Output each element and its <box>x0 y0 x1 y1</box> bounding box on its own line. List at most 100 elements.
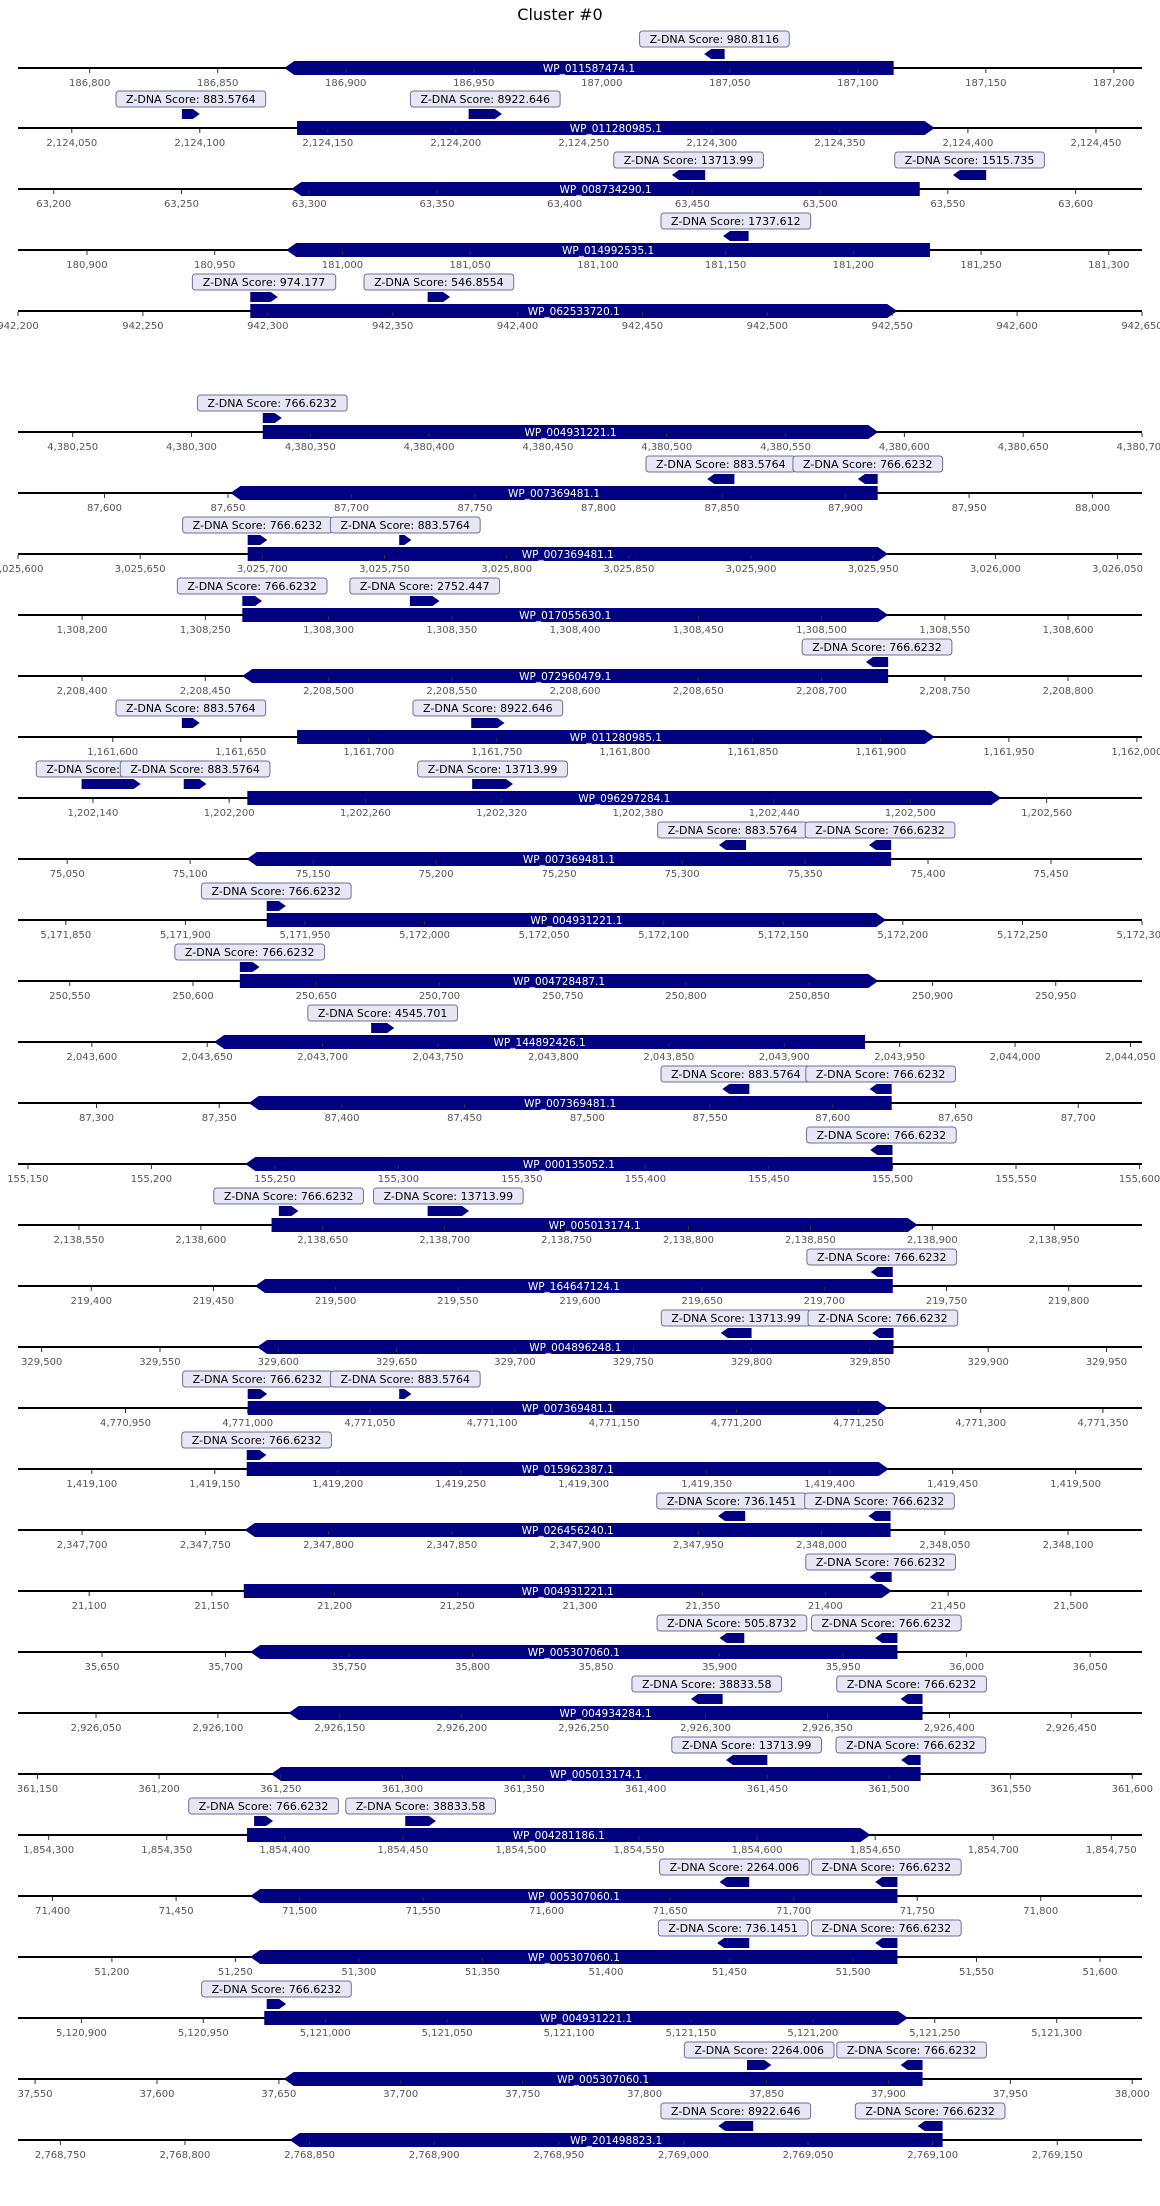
score-label-text: Z-DNA Score: 766.6232 <box>822 1861 952 1874</box>
zdna-feature <box>81 779 141 789</box>
tick-label: 2,138,550 <box>54 1235 105 1246</box>
zdna-score-label: Z-DNA Score: 980.8116 <box>639 30 790 48</box>
zdna-score-label: Z-DNA Score: 883.5764 <box>657 821 808 839</box>
score-label-box <box>119 760 271 778</box>
zdna-feature <box>900 2060 923 2070</box>
tick-label: 2,926,350 <box>802 1723 853 1734</box>
tick-label: 5,121,300 <box>1031 2028 1082 2039</box>
zdna-feature <box>900 1694 923 1704</box>
tick-label: 1,202,260 <box>340 808 391 819</box>
tick-label: 2,926,050 <box>71 1723 122 1734</box>
gene-track: WP_011280985.1 2,124,050 2,124,100 2,124,15… <box>18 90 1142 149</box>
gene-label: WP_004931221.1 <box>540 2013 632 2025</box>
score-prefix: Z-DNA Score: <box>428 763 505 776</box>
zdna-score-label: Z-DNA Score: 2264.006 <box>659 1858 810 1876</box>
zdna-feature <box>399 1389 412 1399</box>
score-label-text: Z-DNA Score: 13713.99 <box>624 154 754 167</box>
tick-label: 219,650 <box>681 1296 722 1307</box>
tick-label: 71,750 <box>900 1906 935 1917</box>
gene-arrow <box>250 304 898 318</box>
score-prefix: Z-DNA Score: <box>817 1251 894 1264</box>
score-value: 8922.646 <box>748 2105 801 2118</box>
zdna-score-label: Z-DNA Score: 13713.99 <box>660 1309 812 1327</box>
tick-label: 2,138,750 <box>541 1235 592 1246</box>
tick-label: 1,419,300 <box>558 1479 609 1490</box>
score-prefix: Z-DNA Score: <box>822 1861 899 1874</box>
gene-arrow <box>242 608 889 622</box>
tick-label: 1,308,500 <box>796 625 847 636</box>
gene-label: WP_005307060.1 <box>528 1891 620 1903</box>
score-value: 766.6232 <box>942 2105 995 2118</box>
score-value: 13713.99 <box>759 1739 812 1752</box>
score-prefix: Z-DNA Score: <box>384 1190 461 1203</box>
tick-label: 2,208,500 <box>303 686 354 697</box>
gene-label: WP_004934284.1 <box>560 1708 652 1720</box>
tick-label: 5,172,250 <box>997 930 1048 941</box>
zdna-feature <box>250 292 278 302</box>
zdna-feature <box>690 1694 723 1704</box>
gene-arrow <box>286 243 930 257</box>
score-value: 4545.701 <box>395 1007 448 1020</box>
zdna-feature <box>870 1267 893 1277</box>
tick-label: 1,202,140 <box>67 808 118 819</box>
tick-label: 2,138,600 <box>175 1235 226 1246</box>
score-value: 766.6232 <box>262 946 315 959</box>
tick-label: 1,161,600 <box>87 747 138 758</box>
gene-arrow <box>297 121 935 135</box>
tick-label: 1,308,200 <box>57 625 108 636</box>
zdna-score-label: Z-DNA Score: 546.8554 <box>363 273 515 291</box>
gene-arrow <box>242 669 889 683</box>
score-label-text: Z-DNA Score: 766.6232 <box>207 397 337 410</box>
tick-label: 181,000 <box>322 260 363 271</box>
tick-label: 71,800 <box>1023 1906 1058 1917</box>
score-value: 766.6232 <box>893 1556 946 1569</box>
zdna-feature <box>869 1084 892 1094</box>
zdna-feature <box>409 596 440 606</box>
tick-label: 36,050 <box>1073 1662 1108 1673</box>
zdna-feature <box>468 109 502 119</box>
score-value: 736.1451 <box>745 1922 798 1935</box>
tick-label: 2,044,050 <box>1105 1052 1156 1063</box>
score-label-text: Z-DNA Score: 13713.99 <box>682 1739 812 1752</box>
score-value: 883.5764 <box>207 763 260 776</box>
zdna-score-label: Z-DNA Score: 766.6232 <box>801 638 953 656</box>
zdna-feature <box>718 1511 746 1521</box>
zdna-score-label: Z-DNA Score: 766.6232 <box>792 455 944 473</box>
score-prefix: Z-DNA Score: <box>212 885 289 898</box>
gene-arrow <box>246 852 892 866</box>
zdna-score-label: Z-DNA Score: 4545.701 <box>307 1004 459 1022</box>
tick-label: 1,419,450 <box>927 1479 978 1490</box>
score-label-text: Z-DNA Score: 766.6232 <box>212 1983 342 1996</box>
tick-label: 1,854,300 <box>23 1845 74 1856</box>
tick-label: 2,124,400 <box>942 138 993 149</box>
score-prefix: Z-DNA Score: <box>822 1922 899 1935</box>
tick-label: 75,450 <box>1033 869 1068 880</box>
tick-label: 329,900 <box>968 1357 1009 1368</box>
tick-label: 250,950 <box>1035 991 1076 1002</box>
tick-label: 3,026,000 <box>970 564 1021 575</box>
tick-label: 63,400 <box>547 199 582 210</box>
zdna-feature <box>865 657 889 667</box>
tick-label: 51,500 <box>835 1967 870 1978</box>
tick-label: 2,769,100 <box>907 2150 958 2161</box>
tick-label: 2,347,950 <box>673 1540 724 1551</box>
gene-label: WP_007369481.1 <box>508 488 600 500</box>
tick-label: 2,043,800 <box>528 1052 579 1063</box>
score-label-text: Z-DNA Score: 766.6232 <box>847 2044 977 2057</box>
tick-label: 1,419,500 <box>1050 1479 1101 1490</box>
score-label-box <box>176 577 328 595</box>
score-label-box <box>660 2102 812 2120</box>
gene-arrow <box>230 486 878 500</box>
tick-label: 1,308,300 <box>303 625 354 636</box>
tick-label: 942,650 <box>1121 321 1160 332</box>
gene-arrow <box>289 2133 943 2147</box>
score-label-box <box>657 1919 809 1937</box>
tick-label: 219,500 <box>315 1296 356 1307</box>
gene-label: WP_005307060.1 <box>528 1952 620 1964</box>
tick-label: 2,138,800 <box>663 1235 714 1246</box>
tick-label: 3,025,600 <box>0 564 43 575</box>
tick-label: 5,171,850 <box>40 930 91 941</box>
tick-label: 51,250 <box>218 1967 253 1978</box>
tick-label: 37,700 <box>383 2089 418 2100</box>
zdna-feature <box>239 962 260 972</box>
